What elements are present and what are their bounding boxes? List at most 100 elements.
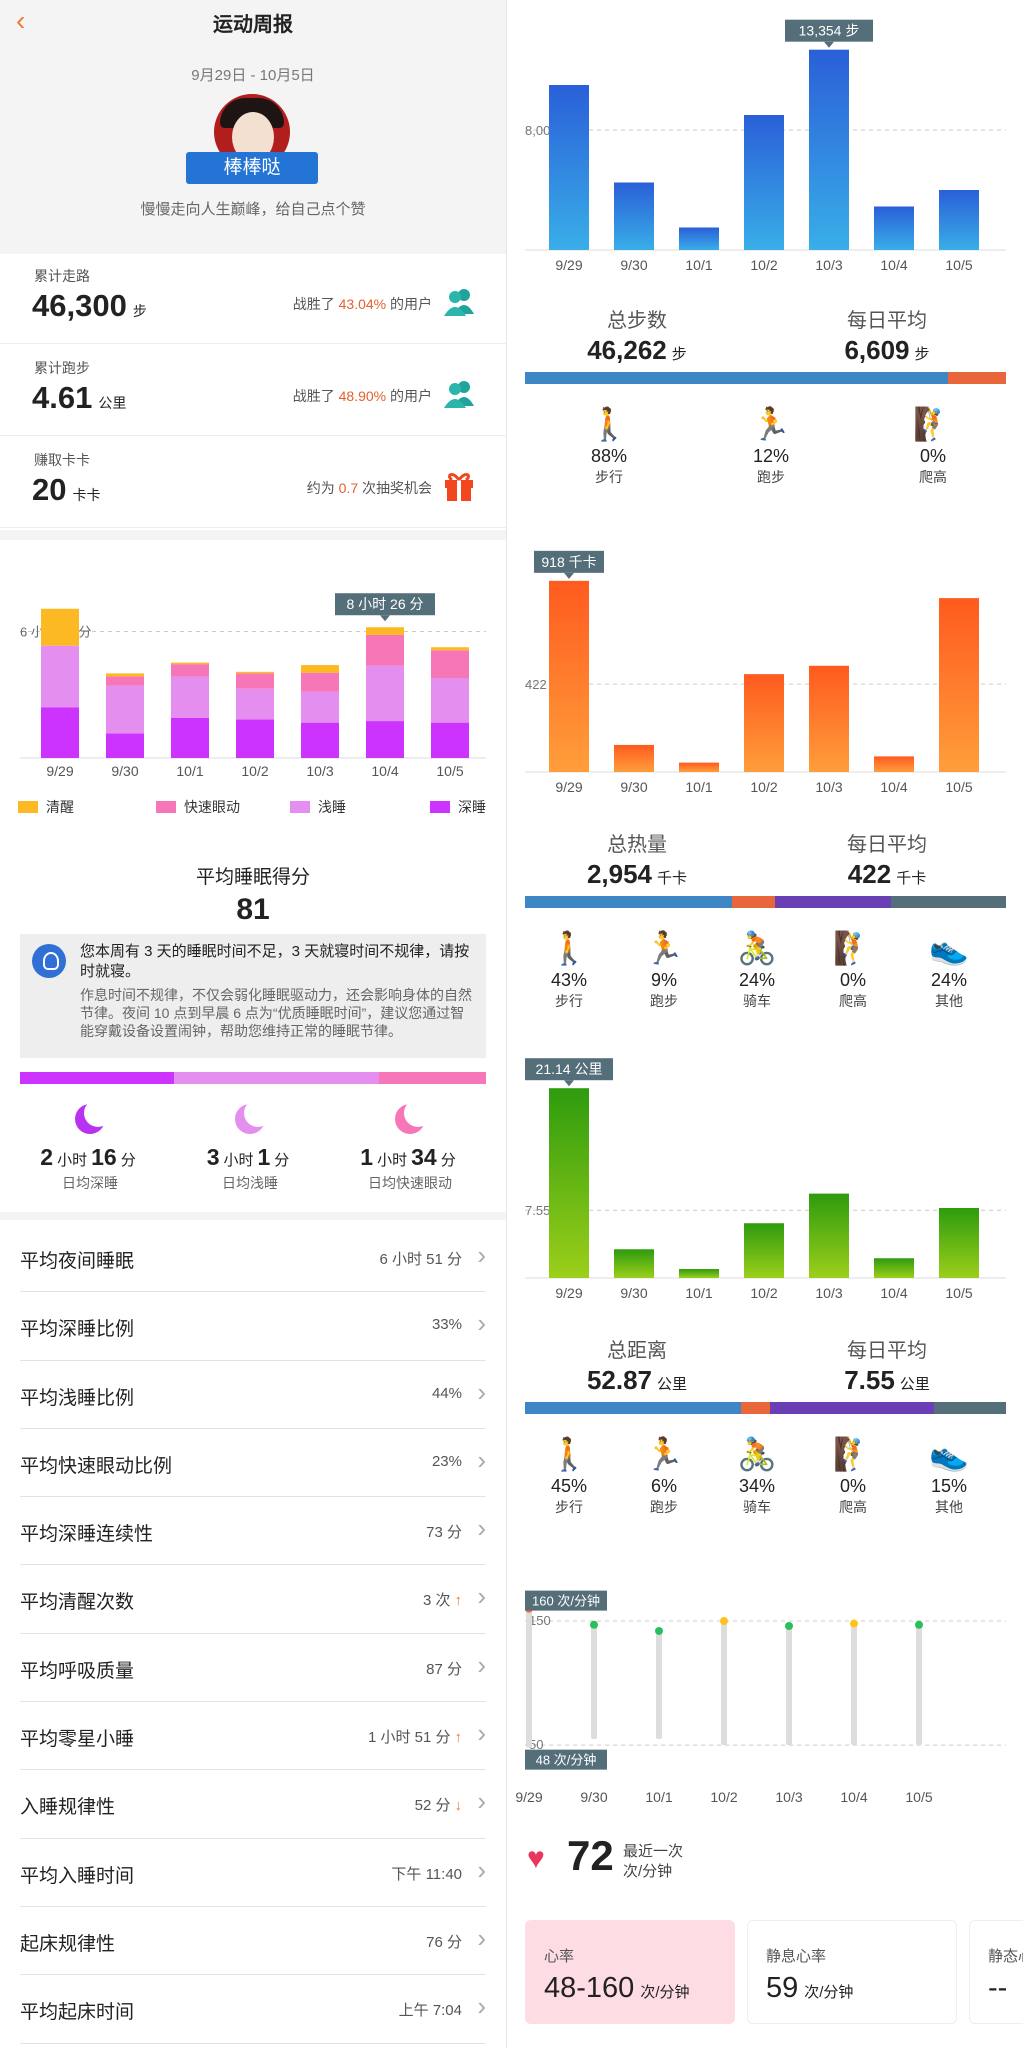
weekly-total: 总距离 52.87 公里 (537, 1334, 737, 1396)
sleep-bar-segment[interactable] (106, 673, 144, 677)
hr-range-bar[interactable] (656, 1630, 662, 1739)
bar[interactable] (679, 227, 719, 251)
sleep-bar-segment[interactable] (106, 733, 144, 758)
walk-icon: 🚶 (549, 1436, 589, 1472)
hr-range-bar[interactable] (916, 1624, 922, 1746)
x-tick-label: 9/30 (580, 1789, 607, 1805)
sleep-bar-segment[interactable] (301, 665, 339, 673)
sleep-bar-segment[interactable] (431, 650, 469, 678)
bar[interactable] (679, 762, 719, 772)
sleep-bar-segment[interactable] (41, 707, 79, 758)
bar[interactable] (614, 1249, 654, 1278)
list-item[interactable]: 平均深睡连续性 73 分 › (20, 1497, 486, 1566)
bar[interactable] (614, 744, 654, 772)
sleep-bar-segment[interactable] (41, 608, 79, 646)
back-button[interactable]: ‹ (16, 5, 26, 36)
bar[interactable] (939, 1207, 979, 1278)
bar[interactable] (809, 665, 849, 772)
list-item-label: 平均零星小睡 (20, 1729, 135, 1751)
activity-percent: 0% (839, 970, 866, 990)
heart-card[interactable]: 静态心 -- (969, 1920, 1023, 2024)
sleep-bar-segment[interactable] (106, 685, 144, 734)
sleep-bar-segment[interactable] (431, 722, 469, 758)
bar[interactable] (874, 1258, 914, 1278)
hr-range-bar[interactable] (591, 1624, 597, 1739)
x-tick-label: 9/30 (620, 257, 647, 273)
share-segment (525, 1402, 742, 1414)
heart-card-title: 心率 (544, 1948, 575, 1965)
bar[interactable] (744, 674, 784, 772)
summary-title: 每日平均 (847, 834, 927, 856)
heart-card-number: 59 (766, 1972, 799, 2004)
x-tick-label: 10/1 (176, 763, 203, 779)
activity-label: 骑车 (743, 1499, 771, 1515)
heart-rate-cards: 心率 48-160 次/分钟 静息心率 59 次/分钟 静态心 -- (525, 1920, 1023, 2030)
activity-label: 步行 (555, 1499, 583, 1515)
list-item[interactable]: 起床规律性 76 分 › (20, 1907, 486, 1976)
hr-max-dot (720, 1617, 728, 1626)
hr-range-bar[interactable] (851, 1623, 857, 1746)
bar[interactable] (549, 580, 589, 772)
sleep-bar-segment[interactable] (236, 671, 274, 674)
hr-range-bar[interactable] (526, 1608, 532, 1748)
sleep-bar-segment[interactable] (431, 647, 469, 651)
sleep-bar-segment[interactable] (301, 691, 339, 723)
sleep-bar-segment[interactable] (41, 645, 79, 708)
list-item[interactable]: 平均快速眼动比例 23% › (20, 1429, 486, 1498)
list-item-value: 73 分 (426, 1521, 462, 1542)
bar[interactable] (549, 85, 589, 250)
list-item[interactable]: 平均零星小睡 1 小时 51 分 ↑ › (20, 1702, 486, 1771)
bar[interactable] (679, 1269, 719, 1278)
bar[interactable] (939, 190, 979, 250)
list-item-label: 平均呼吸质量 (20, 1660, 135, 1682)
list-item[interactable]: 平均夜间睡眠 6 小时 51 分 › (20, 1224, 486, 1293)
bar[interactable] (744, 1223, 784, 1278)
activity-percent: 0% (839, 1476, 866, 1496)
bar[interactable] (744, 115, 784, 250)
legend-item: 清醒 (18, 797, 74, 817)
ratio-segment (20, 1072, 174, 1084)
light-sleep-moon-icon (235, 1099, 272, 1134)
sleep-tip: 您本周有 3 天的睡眠时间不足，3 天就寝时间不规律，请按时就寝。 作息时间不规… (20, 934, 486, 1058)
list-item-label: 平均深睡比例 (20, 1319, 135, 1341)
bar[interactable] (809, 1193, 849, 1278)
sleep-ratio-bar (20, 1072, 487, 1084)
sleep-breakdown-label: 日均浅睡 (222, 1175, 278, 1191)
sleep-bar-segment[interactable] (171, 664, 209, 677)
bar[interactable] (874, 756, 914, 772)
sleep-bar-segment[interactable] (366, 721, 404, 758)
x-tick-label: 9/29 (555, 779, 582, 792)
list-item[interactable]: 入睡规律性 52 分 ↓ › (20, 1770, 486, 1839)
list-item[interactable]: 平均浅睡比例 44% › (20, 1361, 486, 1429)
sleep-bar-segment[interactable] (366, 634, 404, 666)
hr-range-bar[interactable] (721, 1621, 727, 1746)
hr-range-bar[interactable] (786, 1626, 792, 1746)
sleep-bar-segment[interactable] (171, 676, 209, 718)
list-item-number: 44% (431, 1384, 462, 1402)
sleep-bar-segment[interactable] (106, 676, 144, 686)
list-item[interactable]: 平均起床时间 上午 7:04 › (20, 1975, 486, 2044)
sleep-bar-segment[interactable] (236, 688, 274, 720)
list-item[interactable]: 平均深睡比例 33% › (20, 1292, 486, 1361)
sleep-bar-segment[interactable] (301, 722, 339, 758)
list-item[interactable]: 平均呼吸质量 87 分 › (20, 1634, 486, 1703)
sleep-bar-segment[interactable] (366, 665, 404, 722)
bar[interactable] (874, 206, 914, 251)
heart-card[interactable]: 静息心率 59 次/分钟 (747, 1920, 957, 2024)
heart-card[interactable]: 心率 48-160 次/分钟 (525, 1920, 735, 2024)
list-item[interactable]: 平均入睡时间 下午 11:40 › (20, 1839, 486, 1907)
sleep-bar-segment[interactable] (236, 673, 274, 689)
list-item[interactable]: 平均清醒次数 3 次 ↑ › (20, 1565, 486, 1634)
sleep-bar-segment[interactable] (236, 719, 274, 758)
sleep-bar-segment[interactable] (366, 627, 404, 635)
bar[interactable] (549, 1088, 589, 1278)
reference-label: 7.55 (525, 1203, 550, 1218)
sleep-bar-segment[interactable] (301, 672, 339, 692)
sleep-bar-segment[interactable] (171, 662, 209, 665)
sleep-bar-segment[interactable] (171, 718, 209, 758)
sleep-bar-segment[interactable] (431, 678, 469, 723)
bar[interactable] (614, 182, 654, 251)
bar[interactable] (939, 598, 979, 772)
bar[interactable] (809, 49, 849, 250)
